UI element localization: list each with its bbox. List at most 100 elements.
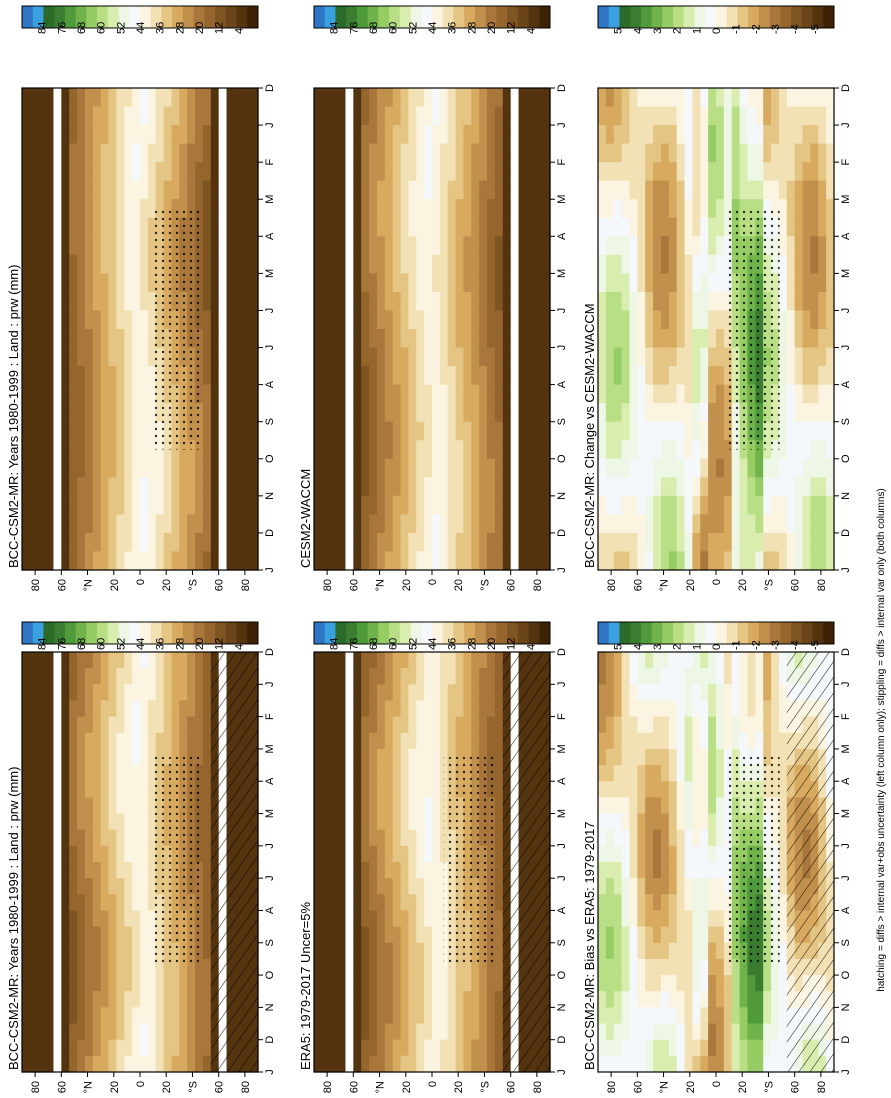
x-tick-label: M [556,195,568,204]
heatmap-cell [37,162,47,182]
heatmap-cell [116,1055,125,1073]
x-tick-label: D [264,84,276,92]
heatmap-cell [69,1039,78,1057]
heatmap-cell [45,143,55,163]
heatmap-cell [708,403,717,423]
heatmap-cell [613,926,623,944]
heatmap-cell [61,366,70,386]
heatmap-cell [826,162,835,182]
heatmap-cell [61,894,70,912]
heatmap-cell [747,143,756,163]
colorbar-swatch [150,6,162,28]
heatmap-cell [684,347,693,367]
heatmap-cell [794,236,804,256]
heatmap-cell [37,765,47,782]
heatmap-cell [826,254,835,274]
heatmap-cell [818,291,827,312]
heatmap-cell [53,495,62,515]
heatmap-cell [345,458,354,478]
heatmap-cell [700,845,709,863]
heatmap-cell [321,180,331,200]
x-tick-label: S [556,418,568,425]
heatmap-cell [684,458,693,478]
heatmap-cell [502,125,512,145]
heatmap-cell [518,514,527,534]
heatmap-cell [376,813,386,831]
heatmap-cell [92,765,102,782]
heatmap-cell [668,384,678,404]
heatmap-cell [384,310,394,330]
heatmap-cell [723,125,733,145]
heatmap-cell [155,180,165,200]
heatmap-cell [771,1023,780,1041]
heatmap-cell [400,652,409,669]
heatmap-cell [53,797,62,815]
heatmap-cell [171,958,180,976]
heatmap-cell [708,291,717,312]
heatmap-cell [140,732,149,750]
heatmap-cell [242,329,251,349]
heatmap-cell [53,366,62,386]
heatmap-cell [384,700,394,718]
heatmap-cell [653,652,662,669]
heatmap-cell [621,514,631,534]
x-tick-label: J [556,345,568,351]
heatmap-cell [376,347,386,367]
heatmap-cell [668,162,678,182]
heatmap-cell [653,1055,662,1073]
heatmap-cell [77,180,86,200]
heatmap-cell [384,551,394,571]
heatmap-cell [645,254,654,274]
heatmap-cell [400,329,409,349]
heatmap-cell [637,958,646,976]
heatmap-cell [676,1007,686,1025]
heatmap-cell [660,254,670,274]
heatmap-cell [645,236,654,256]
heatmap-cell [708,366,717,386]
heatmap-cell [361,88,370,108]
heatmap-cell [692,106,701,126]
heatmap-cell [818,514,827,534]
heatmap-cell [668,1039,678,1057]
heatmap-cell [637,551,646,571]
heatmap-cell [668,748,678,766]
heatmap-cell [716,668,725,685]
heatmap-cell [218,421,228,441]
heatmap-cell [676,495,686,515]
heatmap-cell [502,458,512,478]
heatmap-cell [242,236,251,256]
heatmap-cell [439,291,449,312]
heatmap-cell [487,162,496,182]
heatmap-cell [763,551,772,571]
heatmap-cell [314,652,323,669]
heatmap-cell [802,384,811,404]
heatmap-cell [778,1007,788,1025]
heatmap-cell [218,180,228,200]
heatmap-cell [250,199,259,219]
heatmap-cell [463,716,472,734]
heatmap-cell [479,403,488,423]
heatmap-cell [653,765,662,782]
heatmap-cell [818,532,827,553]
heatmap-cell [416,668,425,685]
heatmap-cell [132,421,141,441]
heatmap-cell [645,495,654,515]
heatmap-cell [416,781,425,798]
heatmap-cell [432,748,441,766]
heatmap-cell [400,1023,409,1041]
heatmap-cell [29,514,39,534]
heatmap-cell [684,958,693,976]
heatmap-cell [84,310,94,330]
heatmap-cell [613,273,623,293]
heatmap-cell [124,748,133,766]
heatmap-cell [432,329,441,349]
heatmap-cell [321,748,331,766]
heatmap-cell [353,199,362,219]
heatmap-cell [314,668,323,685]
heatmap-cell [605,88,615,108]
heatmap-cell [653,748,662,766]
heatmap-cell [234,458,243,478]
heatmap-cell [494,458,504,478]
heatmap-cell [376,926,386,944]
heatmap-cell [100,254,110,274]
